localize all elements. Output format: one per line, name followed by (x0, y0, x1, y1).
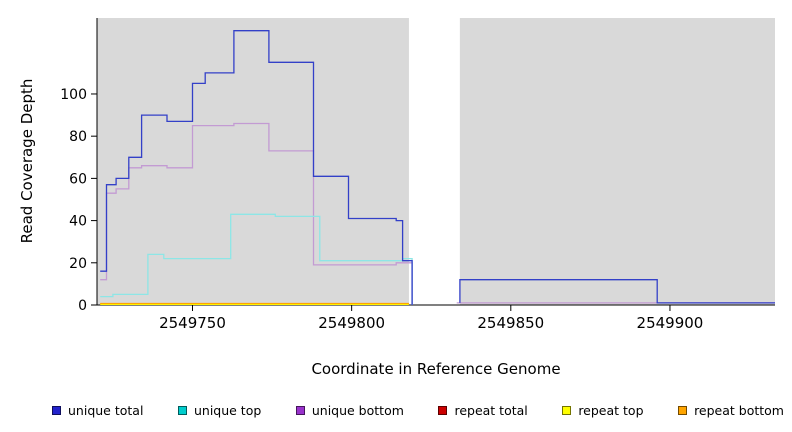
legend-swatch-repeat-total (438, 405, 448, 415)
legend-label: repeat top (578, 402, 644, 418)
y-tick-label: 60 (69, 171, 87, 187)
legend-swatch-unique-total (52, 405, 61, 415)
legend-item-repeat-total: repeat total (438, 402, 528, 418)
legend-label: repeat bottom (694, 402, 784, 418)
legend-label: repeat total (454, 402, 528, 418)
y-tick-label: 80 (69, 129, 87, 145)
x-tick-label: 2549750 (159, 314, 226, 332)
series-unique-bottom-line (100, 122, 413, 305)
y-tick-label: 40 (69, 214, 87, 230)
legend: unique total unique top unique bottom repea… (52, 398, 784, 422)
series-unique-total-line (459, 279, 775, 304)
x-tick-label: 2549800 (318, 314, 385, 332)
legend-swatch-repeat-top (562, 405, 572, 415)
legend-swatch-repeat-bottom (678, 405, 688, 415)
x-axis-title: Coordinate in Reference Genome (311, 360, 561, 378)
legend-item-repeat-bottom: repeat bottom (678, 403, 784, 418)
legend-label: unique bottom (311, 402, 404, 418)
legend-swatch-unique-top (177, 405, 187, 415)
legend-item-unique-total: unique total (52, 403, 143, 418)
y-tick-label: 100 (60, 87, 87, 103)
y-tick-label: 0 (78, 298, 87, 314)
y-axis-title: Read Coverage Depth (18, 78, 36, 244)
legend-item-repeat-top: repeat top (562, 402, 644, 418)
y-tick-label: 20 (69, 256, 87, 272)
legend-label: unique top (193, 402, 262, 418)
legend-label: unique total (68, 402, 144, 418)
x-tick-label: 2549900 (637, 314, 704, 332)
legend-item-unique-top: unique top (177, 402, 262, 418)
legend-item-unique-bottom: unique bottom (295, 402, 404, 418)
coverage-gap-band (408, 18, 460, 305)
legend-swatch-unique-bottom (295, 405, 305, 415)
x-tick-label: 2549850 (477, 314, 544, 332)
series-unique-total-line (100, 30, 413, 305)
